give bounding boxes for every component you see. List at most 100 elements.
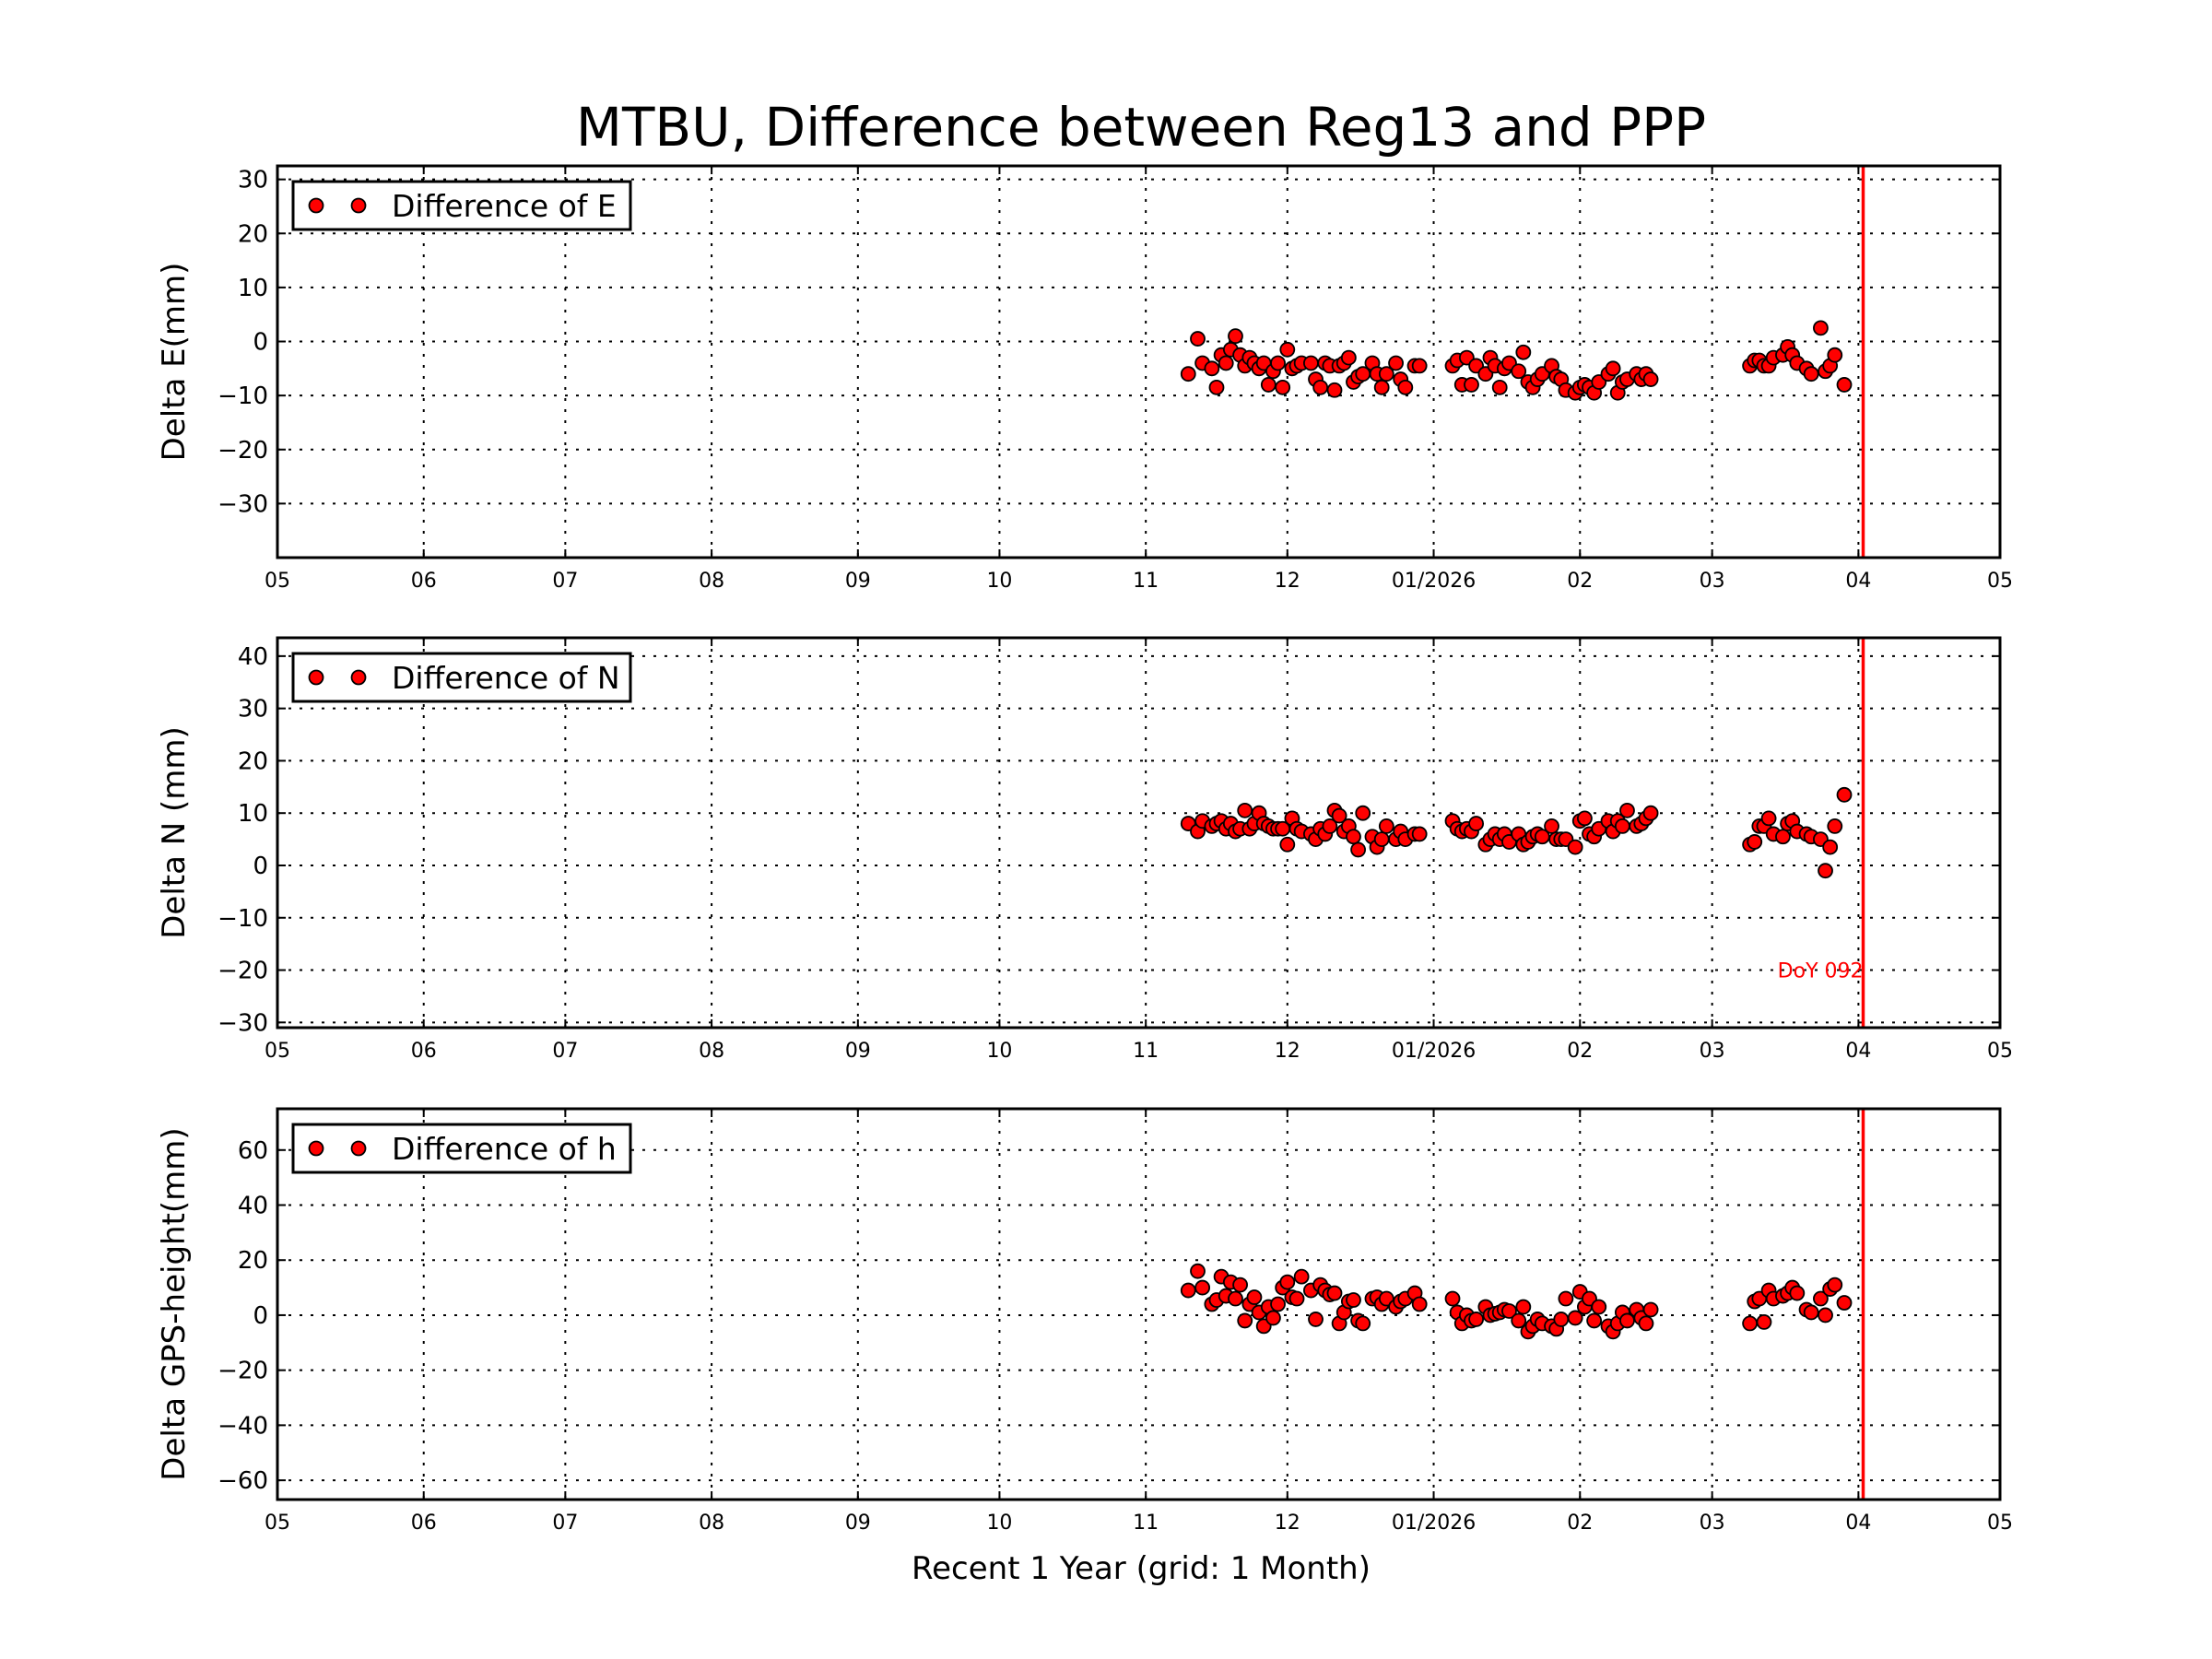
data-point	[1642, 805, 1659, 821]
data-point	[1638, 1315, 1654, 1332]
x-tick-label: 11	[1133, 1512, 1159, 1535]
data-point	[1836, 786, 1853, 803]
data-point	[1204, 360, 1220, 377]
x-tick-label: 02	[1567, 1512, 1593, 1535]
data-point	[1491, 379, 1508, 395]
data-point	[1326, 1285, 1343, 1301]
data-point	[1818, 1307, 1833, 1324]
data-point	[1576, 810, 1593, 827]
data-point	[1308, 1312, 1324, 1327]
legend-box	[291, 652, 632, 703]
legend-marker	[308, 1140, 324, 1157]
data-point	[1218, 355, 1234, 371]
data-point	[1444, 1290, 1461, 1307]
x-tick-label: 05	[265, 1512, 290, 1535]
x-tick-label: 01/2026	[1392, 1512, 1476, 1535]
data-point	[1760, 810, 1777, 827]
axes-frame	[276, 164, 2002, 559]
legend-box	[291, 180, 632, 231]
x-tick-label: 06	[411, 570, 437, 593]
legend-marker	[350, 669, 367, 686]
x-tick-label: 10	[986, 1512, 1012, 1535]
data-point	[1378, 818, 1394, 834]
data-point	[1237, 802, 1253, 818]
data-point	[1388, 355, 1404, 371]
x-tick-label: 10	[986, 570, 1012, 593]
data-point	[1340, 349, 1357, 366]
data-point	[1270, 1296, 1286, 1312]
y-tick-label: 40	[238, 643, 268, 671]
data-point	[1373, 831, 1390, 847]
legend-label: Difference of E	[392, 188, 617, 224]
data-point	[1265, 1310, 1281, 1326]
data-point	[1346, 829, 1361, 845]
x-tick-label: 09	[845, 1512, 871, 1535]
y-tick-label: 40	[238, 1193, 268, 1220]
x-tick-label: 07	[552, 1512, 578, 1535]
x-tick-label: 09	[845, 1040, 871, 1063]
data-point	[1591, 1299, 1607, 1315]
data-point	[1605, 360, 1621, 377]
x-tick-label: 12	[1275, 1040, 1300, 1063]
data-point	[1803, 1304, 1819, 1321]
data-point	[1190, 331, 1206, 347]
subplot-E: 05 06 07 08 09 10 11 12 01/2026 02 03 04 05 −30 −20 −10…	[156, 164, 2013, 593]
data-point	[1293, 1268, 1310, 1285]
data-point	[1836, 1295, 1853, 1311]
data-point	[1586, 1312, 1603, 1329]
data-point	[1279, 1274, 1296, 1290]
x-tick-label: 02	[1567, 1040, 1593, 1063]
x-tick-label: 05	[265, 1040, 290, 1063]
x-tick-label: 08	[699, 570, 724, 593]
x-tick-label: 12	[1275, 1512, 1300, 1535]
x-tick-label: 12	[1275, 570, 1300, 593]
data-point	[1288, 1290, 1305, 1307]
data-point	[1756, 1314, 1772, 1330]
data-point	[1246, 1289, 1263, 1305]
x-tick-label: 03	[1700, 570, 1725, 593]
data-point	[1619, 1312, 1635, 1329]
y-tick-label: −40	[218, 1412, 268, 1440]
y-tick-label: −30	[218, 1009, 268, 1037]
x-tick-label: 04	[1845, 570, 1871, 593]
data-point	[1827, 818, 1843, 834]
legend: Difference of N	[291, 652, 632, 703]
y-tick-label: −60	[218, 1467, 268, 1495]
y-tick-label: 30	[238, 167, 268, 194]
data-point	[1747, 834, 1763, 850]
y-tick-label: −20	[218, 1358, 268, 1385]
y-tick-label: 60	[238, 1137, 268, 1165]
data-point	[1279, 836, 1296, 853]
data-point	[1326, 382, 1343, 398]
y-tick-label: 20	[238, 747, 268, 775]
x-tick-label: 08	[699, 1040, 724, 1063]
axes-frame	[276, 636, 2002, 1030]
x-tick-label: 03	[1700, 1512, 1725, 1535]
subplot-N: 05 06 07 08 09 10 11 12 01/2026 02 03 04 05 −30 −20 −10…	[156, 636, 2013, 1063]
data-point	[1355, 1315, 1371, 1332]
data-point	[1803, 366, 1819, 382]
x-axis-label: Recent 1 Year (grid: 1 Month)	[912, 1550, 1371, 1587]
x-tick-label: 04	[1845, 1040, 1871, 1063]
y-tick-label: −10	[218, 382, 268, 410]
y-tick-label: −10	[218, 905, 268, 933]
x-tick-label: 03	[1700, 1040, 1725, 1063]
data-point	[1228, 1290, 1243, 1307]
data-point	[1558, 1290, 1574, 1307]
data-point	[1208, 379, 1225, 395]
data-point	[1468, 816, 1485, 831]
data-point	[1275, 379, 1291, 395]
data-point	[1331, 807, 1347, 824]
x-tick-label: 01/2026	[1392, 570, 1476, 593]
x-tick-label: 06	[411, 1512, 437, 1535]
data-point	[1355, 805, 1371, 821]
data-point	[1411, 358, 1428, 374]
data-point	[1190, 1263, 1206, 1279]
data-point	[1836, 377, 1853, 393]
legend-label: Difference of N	[392, 660, 620, 696]
data-point	[1813, 1290, 1829, 1307]
y-axis-label: Delta N (mm)	[156, 726, 193, 939]
y-tick-label: 10	[238, 800, 268, 828]
data-point	[1378, 366, 1394, 382]
